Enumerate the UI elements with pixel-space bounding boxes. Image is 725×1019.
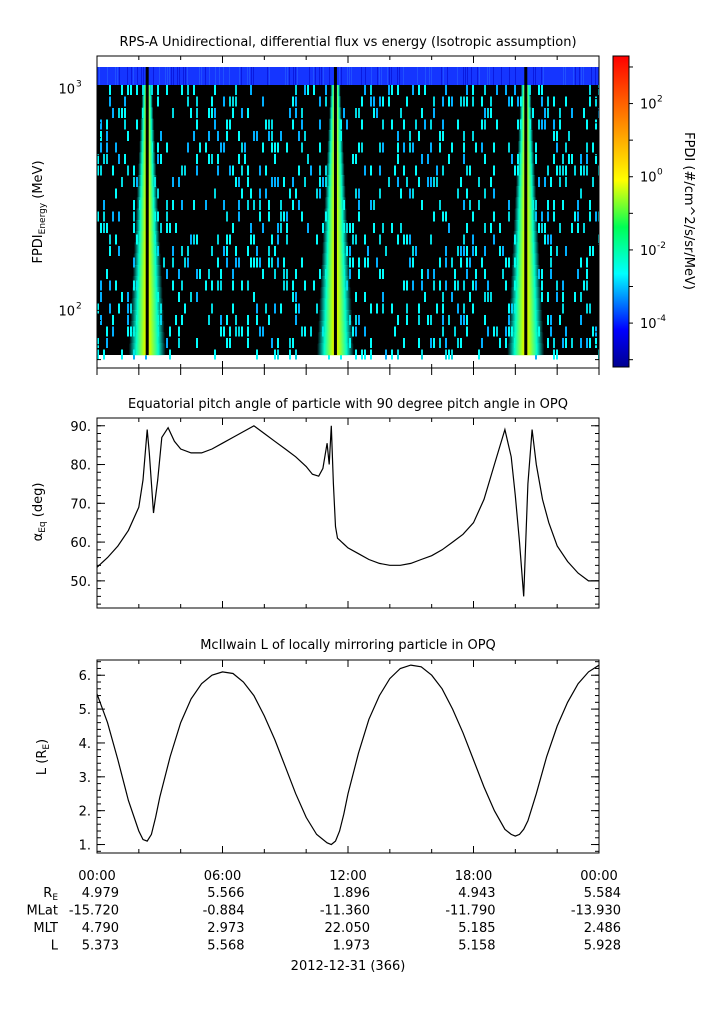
colorbar-tick-label: 10	[640, 171, 657, 186]
y-tick-label: 10	[58, 304, 75, 319]
panel1-y-label: FPDIEnergy (MeV)	[31, 160, 48, 263]
ephemeris-value: 1.896	[333, 886, 370, 901]
band-center-gap	[524, 67, 528, 355]
ephemeris-value: -0.884	[203, 904, 245, 919]
panel2-y-label: αEq (deg)	[31, 483, 48, 542]
y-tick-label: 6.	[79, 669, 91, 684]
time-tick-label: 06:00	[204, 869, 241, 884]
panel3-x-ticks	[96, 660, 600, 853]
y-tick-label-exponent: 2	[76, 301, 82, 311]
panel3-y-axis: 1. 2. 3. 4. 5. 6.	[79, 661, 599, 854]
ephemeris-value: 4.979	[82, 886, 119, 901]
ephemeris-label: RE	[43, 886, 58, 903]
ephemeris-value: 2.973	[207, 921, 244, 936]
ephemeris-value: 5.373	[82, 939, 119, 954]
colorbar-tick-label: 10	[640, 317, 657, 332]
y-tick-label: 90.	[70, 420, 91, 435]
y-tick-label: 5.	[79, 703, 91, 718]
ephemeris-value: 5.568	[207, 939, 244, 954]
y-tick-label-exponent: 3	[76, 79, 82, 89]
panel2-y-axis: 50. 60. 70. 80. 90.	[70, 417, 599, 605]
ephemeris-value: 4.943	[458, 886, 495, 901]
panel3-frame	[96, 659, 600, 854]
colorbar	[612, 55, 630, 368]
ephemeris-value: 4.790	[82, 921, 119, 936]
time-tick-label: 18:00	[455, 869, 492, 884]
y-tick-label: 3.	[79, 771, 91, 786]
panel2-x-ticks	[96, 418, 600, 608]
time-axis-labels: 00:00 06:00 12:00 18:00 00:00	[78, 869, 617, 884]
date-label: 2012-12-31 (366)	[291, 959, 406, 974]
y-tick-label: 2.	[79, 805, 91, 820]
colorbar-tick-exponent: -4	[657, 314, 666, 324]
y-tick-label: 60.	[70, 536, 91, 551]
ephemeris-table: RE 4.979 5.566 1.896 4.943 5.584 MLat -15.720 -0…	[26, 886, 621, 954]
y-tick-label: 4.	[79, 737, 91, 752]
colorbar-tick-exponent: 0	[657, 168, 663, 178]
ephemeris-value: 5.566	[207, 886, 244, 901]
panel1-heatmap	[97, 56, 599, 368]
colorbar-tick-exponent: -2	[657, 241, 666, 251]
colorbar-tick-label: 10	[640, 98, 657, 113]
time-tick-label: 00:00	[78, 869, 115, 884]
panel2-frame	[96, 417, 600, 609]
y-tick-label: 10	[58, 82, 75, 97]
panel2-series-line	[97, 425, 599, 597]
panel3-y-label: L (RE)	[35, 739, 52, 775]
ephemeris-value: 5.584	[584, 886, 621, 901]
time-tick-label: 00:00	[580, 869, 617, 884]
panel1-x-ticks	[96, 56, 600, 375]
ephemeris-value: 2.486	[584, 921, 621, 936]
y-tick-label: 1.	[79, 839, 91, 854]
ephemeris-value: -11.360	[320, 904, 370, 919]
ephemeris-value: 5.158	[458, 939, 495, 954]
colorbar-tick-label: 10	[640, 244, 657, 259]
ephemeris-label: MLat	[26, 904, 58, 919]
ephemeris-value: 5.185	[458, 921, 495, 936]
y-tick-label: 80.	[70, 459, 91, 474]
heatmap-bright-bands	[128, 67, 545, 356]
colorbar-tick-exponent: 2	[657, 95, 663, 105]
ephemeris-value: 1.973	[333, 939, 370, 954]
ephemeris-value: -13.930	[571, 904, 621, 919]
band-center-gap	[145, 67, 149, 355]
panel1-title: RPS-A Unidirectional, differential flux …	[119, 35, 576, 50]
y-tick-label: 70.	[70, 497, 91, 512]
ephemeris-value: 5.928	[584, 939, 621, 954]
ephemeris-label: L	[51, 939, 59, 954]
ephemeris-value: -11.790	[445, 904, 495, 919]
band-center-gap	[333, 67, 337, 355]
colorbar-label: FPDI (#/cm^2/s/sr/MeV)	[681, 132, 696, 290]
ephemeris-value: -15.720	[69, 904, 119, 919]
ephemeris-value: 22.050	[325, 921, 371, 936]
panel3-series-line	[97, 664, 599, 846]
panel2-title: Equatorial pitch angle of particle with …	[128, 397, 568, 412]
time-tick-label: 12:00	[329, 869, 366, 884]
ephemeris-label: MLT	[33, 921, 58, 936]
panel3-title: McIlwain L of locally mirroring particle…	[200, 638, 496, 653]
y-tick-label: 50.	[70, 575, 91, 590]
